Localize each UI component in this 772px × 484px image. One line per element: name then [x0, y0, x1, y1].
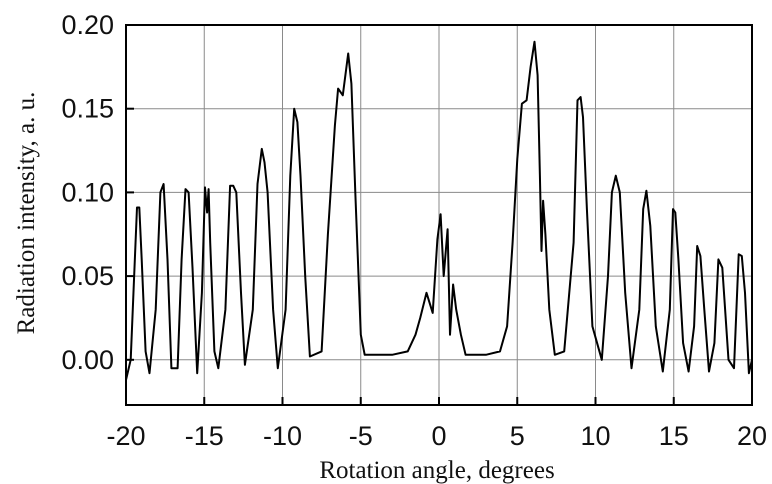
x-tick-label: 15 — [659, 421, 689, 451]
x-tick-label: 20 — [737, 421, 767, 451]
x-tick-label: -10 — [263, 421, 302, 451]
y-tick-label: 0.10 — [61, 177, 114, 207]
y-tick-label: 0.20 — [61, 10, 114, 40]
x-axis-label: Rotation angle, degrees — [319, 457, 554, 484]
x-tick-labels: -20 -15 -10 -5 0 5 10 15 20 — [106, 421, 767, 451]
x-tick-label: -20 — [106, 421, 145, 451]
y-tick-labels: 0.00 0.05 0.10 0.15 0.20 — [61, 10, 114, 375]
x-tick-label: -15 — [185, 421, 224, 451]
y-tick-label: 0.05 — [61, 261, 114, 291]
x-tick-label: 0 — [431, 421, 446, 451]
x-tick-label: 5 — [510, 421, 525, 451]
y-tick-label: 0.00 — [61, 345, 114, 375]
x-tick-label: -5 — [349, 421, 373, 451]
series-line — [125, 40, 753, 381]
y-axis-label: Radiation intensity, a. u. — [13, 92, 40, 335]
y-tick-label: 0.15 — [61, 94, 114, 124]
x-tick-label: 10 — [580, 421, 610, 451]
